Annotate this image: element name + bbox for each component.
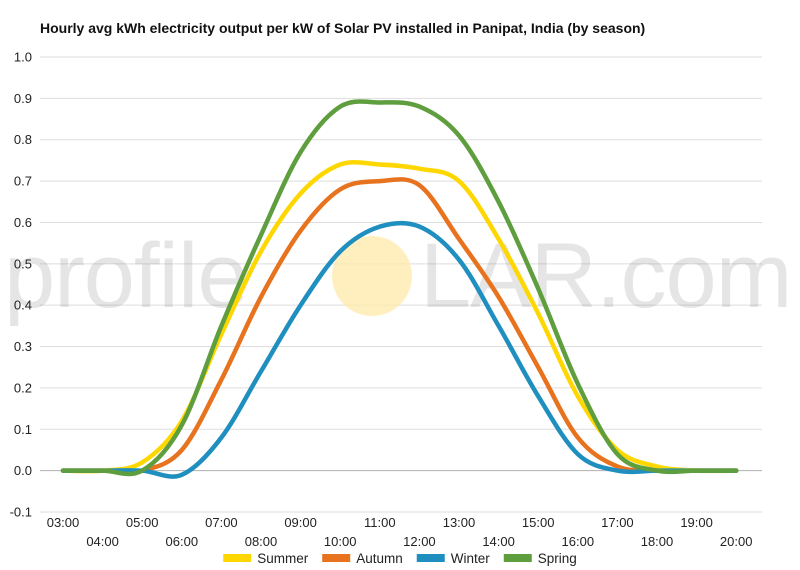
x-tick-label: 16:00 bbox=[562, 534, 595, 549]
legend-swatch-autumn bbox=[322, 554, 351, 562]
x-tick-label: 03:00 bbox=[47, 515, 80, 530]
series-line-autumn bbox=[60, 177, 739, 475]
y-tick-label: -0.1 bbox=[10, 505, 32, 520]
y-tick-label: 0.4 bbox=[14, 298, 32, 313]
legend-label-spring: Spring bbox=[538, 551, 577, 566]
x-tick-label: 17:00 bbox=[601, 515, 634, 530]
y-tick-label: 0.5 bbox=[14, 256, 32, 271]
x-tick-label: 08:00 bbox=[245, 534, 278, 549]
legend-swatch-spring bbox=[503, 554, 532, 562]
y-tick-label: 1.0 bbox=[14, 50, 32, 65]
series-line-winter bbox=[60, 220, 739, 479]
x-tick-label: 04:00 bbox=[86, 534, 119, 549]
chart-title: Hourly avg kWh electricity output per kW… bbox=[40, 20, 645, 36]
x-tick-label: 09:00 bbox=[284, 515, 317, 530]
series-line-spring bbox=[60, 99, 739, 477]
x-tick-label: 13:00 bbox=[443, 515, 476, 530]
x-tick-label: 18:00 bbox=[641, 534, 674, 549]
y-tick-label: 0.8 bbox=[14, 132, 32, 147]
y-tick-label: 0.9 bbox=[14, 91, 32, 106]
series-layer bbox=[60, 99, 739, 479]
x-tick-label: 15:00 bbox=[522, 515, 555, 530]
x-tick-label: 06:00 bbox=[166, 534, 199, 549]
legend-label-autumn: Autumn bbox=[356, 551, 403, 566]
x-tick-label: 11:00 bbox=[364, 515, 396, 530]
y-tick-label: 0.3 bbox=[14, 339, 32, 354]
legend: Summer Autumn Winter Spring bbox=[223, 551, 577, 566]
legend-label-winter: Winter bbox=[451, 551, 491, 566]
x-axis: 03:00 04:00 05:00 06:00 07:00 08:00 09:00 10:00… bbox=[47, 515, 753, 549]
x-tick-label: 12:00 bbox=[403, 534, 436, 549]
legend-label-summer: Summer bbox=[257, 551, 309, 566]
legend-swatch-summer bbox=[223, 554, 252, 562]
x-tick-label: 05:00 bbox=[126, 515, 159, 530]
legend-swatch-winter bbox=[416, 554, 445, 562]
watermark-sun-icon bbox=[332, 236, 412, 316]
y-tick-label: 0.0 bbox=[14, 463, 32, 478]
watermark: profile LAR.com bbox=[4, 225, 792, 327]
watermark-text-left: profile bbox=[4, 225, 248, 327]
y-tick-label: 0.2 bbox=[14, 380, 32, 395]
y-tick-label: 0.6 bbox=[14, 215, 32, 230]
x-tick-label: 10:00 bbox=[324, 534, 357, 549]
y-tick-label: 0.7 bbox=[14, 174, 32, 189]
y-tick-label: 0.1 bbox=[14, 422, 32, 437]
watermark-text-right: LAR.com bbox=[420, 225, 791, 327]
x-tick-label: 20:00 bbox=[720, 534, 753, 549]
x-tick-label: 14:00 bbox=[482, 534, 515, 549]
y-axis: -0.1 0.0 0.1 0.2 0.3 0.4 0.5 0.6 0.7 0.8 0.9 1.0 bbox=[10, 50, 32, 520]
x-tick-label: 19:00 bbox=[680, 515, 713, 530]
x-tick-label: 07:00 bbox=[205, 515, 238, 530]
